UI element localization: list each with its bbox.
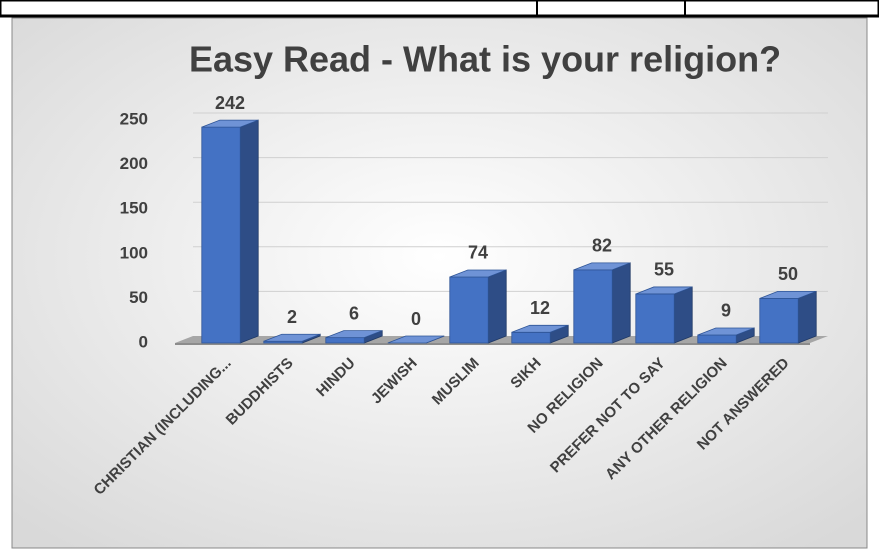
bar-top [759,290,817,299]
bar-group [635,286,693,344]
bar-top [263,333,321,342]
bar-group [387,335,445,344]
bar-top [635,286,693,295]
table-strip [0,0,879,18]
bar-side [797,290,817,344]
bar-group [573,262,631,344]
data-label: 82 [592,236,612,256]
bar-side [487,269,507,344]
bar [201,126,241,344]
bar-group [325,330,383,344]
bar-group [511,324,569,344]
bar [635,293,675,344]
y-tick-label: 100 [120,243,148,262]
bar-top [387,335,445,344]
chart-area [11,17,868,549]
data-label: 2 [287,307,297,327]
bar-side [239,119,259,344]
bar [573,269,613,344]
data-label: 242 [215,93,245,113]
bar-top [325,330,383,339]
bar-side [673,286,693,344]
bar [325,337,365,344]
data-label: 9 [721,301,731,321]
bar [759,297,799,344]
y-tick-label: 0 [139,332,148,351]
data-label: 0 [411,309,421,329]
bar-group [263,333,321,344]
bar-top [573,262,631,271]
y-tick-label: 150 [120,199,148,218]
y-tick-label: 50 [129,288,148,307]
data-label: 6 [349,303,359,323]
bar-group [697,327,755,344]
bar [449,276,489,344]
bar-top [511,324,569,333]
data-label: 55 [654,260,674,280]
y-tick-label: 250 [120,109,148,128]
bar-top [449,269,507,278]
data-label: 50 [778,264,798,284]
data-label: 12 [530,298,550,318]
y-tick-label: 200 [120,154,148,173]
bar-side [611,262,631,344]
bar [511,331,551,344]
bar [697,334,737,344]
bar-top [201,119,259,128]
bar-group [759,290,817,344]
data-label: 74 [468,243,488,263]
bar-group [201,119,259,344]
bar-top [697,327,755,336]
bar-group [449,269,507,344]
chart-title: Easy Read - What is your religion? [189,39,781,80]
